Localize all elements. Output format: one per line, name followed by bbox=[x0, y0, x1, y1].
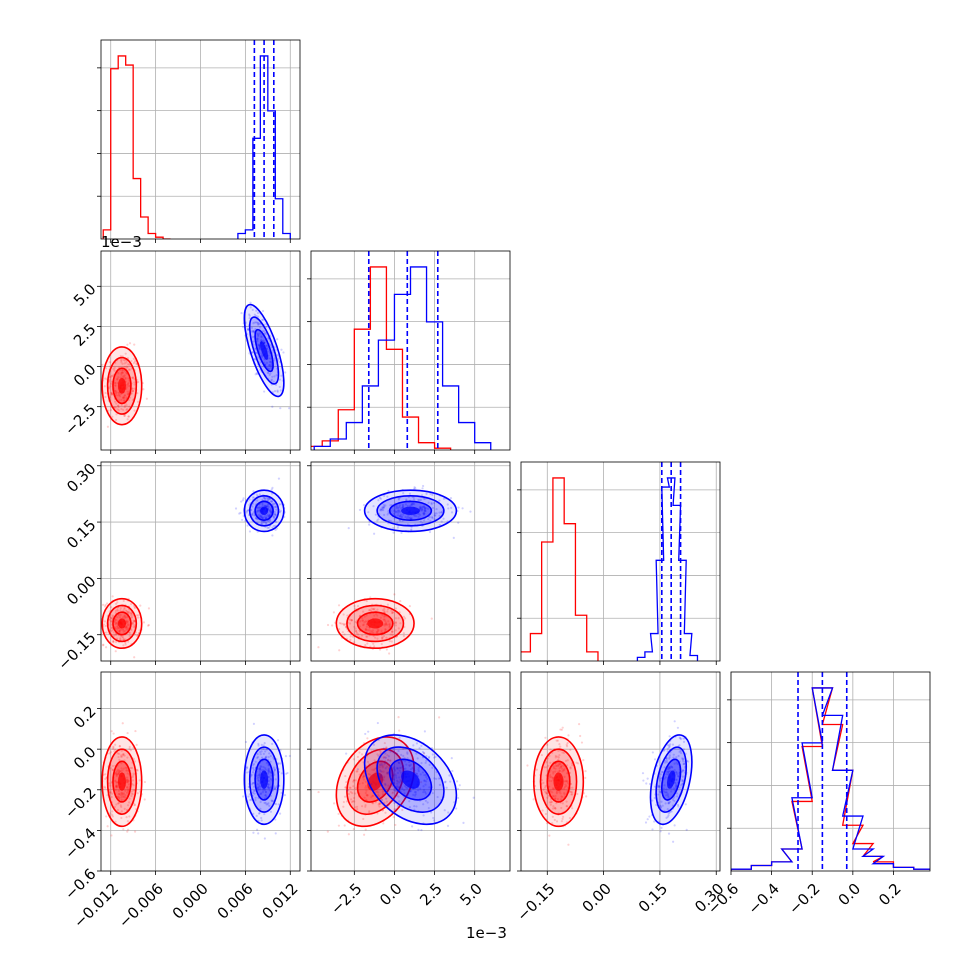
contour-0-1 bbox=[539, 748, 578, 815]
contour-1-1 bbox=[376, 746, 445, 813]
panel-3-2: −0.15 0.00 0.15 0.30 bbox=[513, 671, 728, 925]
contour-0-1 bbox=[346, 604, 405, 643]
x-tick-label: 0.0 bbox=[376, 880, 406, 910]
x-offset-label: 1e−3 bbox=[466, 924, 507, 942]
y-tick-label: 2.5 bbox=[70, 320, 100, 350]
y-tick-label: 0.30 bbox=[63, 460, 99, 496]
contour-0-1 bbox=[346, 748, 405, 815]
gridlines bbox=[521, 462, 720, 661]
panel-3-3: −0.6 −0.4 −0.2 0.0 0.2 bbox=[704, 671, 931, 918]
contour-0-0 bbox=[335, 597, 415, 650]
panel-frame bbox=[310, 461, 511, 662]
contour-0-1 bbox=[106, 748, 138, 815]
contour-0-0 bbox=[101, 346, 143, 426]
panel-frame bbox=[520, 461, 721, 662]
x-tick-label: 0.00 bbox=[579, 880, 615, 916]
panel-3-0: −0.012−0.006 0.000 0.006 0.012−0.6−0.4−0.20… bbox=[61, 671, 302, 932]
x-tick-label: 0.0 bbox=[835, 880, 865, 910]
x-tick-label: 0.012 bbox=[258, 880, 301, 923]
y-tick-label: −2.5 bbox=[61, 400, 99, 438]
hist-1-0 bbox=[237, 55, 291, 239]
hist-0-1 bbox=[311, 266, 452, 450]
contour-0-1 bbox=[106, 604, 138, 643]
panel-frame bbox=[730, 671, 931, 872]
contour-1-1 bbox=[376, 494, 445, 527]
panel-2-2 bbox=[517, 461, 721, 665]
panel-frame bbox=[520, 671, 721, 872]
x-tick-label: 5.0 bbox=[456, 880, 486, 910]
gridlines bbox=[101, 462, 300, 661]
y-tick-label: −0.2 bbox=[61, 784, 99, 822]
x-tick-label: 0.006 bbox=[214, 880, 257, 923]
contour-0-0 bbox=[101, 736, 143, 828]
contour-1-2 bbox=[254, 328, 274, 373]
hist-1-3 bbox=[731, 687, 930, 871]
y-tick-label: 5.0 bbox=[70, 280, 100, 310]
hist-1-1 bbox=[313, 266, 492, 450]
contour-1-1 bbox=[248, 316, 280, 385]
y-tick-label: −0.4 bbox=[61, 824, 99, 862]
y-tick-label: 0.00 bbox=[63, 572, 99, 608]
panel-1-1 bbox=[307, 250, 511, 454]
contour-1-2 bbox=[254, 758, 274, 801]
contour-1-1 bbox=[248, 494, 280, 527]
x-tick-label: 0.15 bbox=[635, 880, 671, 916]
contour-0-2 bbox=[112, 611, 132, 636]
contour-1-0 bbox=[243, 734, 285, 826]
contour-1-0 bbox=[363, 489, 458, 533]
contour-1-0 bbox=[243, 489, 285, 533]
hist-0-0 bbox=[102, 55, 171, 239]
x-tick-label: −0.15 bbox=[513, 880, 558, 925]
y-tick-label: −0.15 bbox=[54, 629, 99, 674]
gridlines bbox=[101, 40, 300, 239]
y-tick-label: 0.2 bbox=[70, 702, 100, 732]
contour-0-2 bbox=[112, 760, 132, 803]
panel-3-1: −2.5 0.0 2.5 5.0 bbox=[307, 671, 511, 918]
contour-1-2 bbox=[388, 758, 433, 801]
contour-1-1 bbox=[248, 746, 280, 813]
x-tick-label: −2.5 bbox=[327, 880, 365, 918]
y-tick-label: 0.0 bbox=[70, 743, 100, 773]
contour-1-0 bbox=[243, 303, 285, 398]
contour-0-2 bbox=[356, 611, 394, 636]
panel-2-0: −0.15 0.00 0.15 0.30 bbox=[54, 460, 301, 674]
x-tick-label: −0.006 bbox=[115, 880, 167, 932]
contour-0-2 bbox=[546, 760, 571, 803]
contour-1-2 bbox=[254, 500, 274, 521]
x-tick-label: 0.2 bbox=[875, 880, 905, 910]
gridlines bbox=[730, 672, 930, 871]
hist-0-2 bbox=[521, 477, 599, 661]
scatter-1 bbox=[347, 484, 472, 539]
gridlines bbox=[311, 462, 510, 661]
panel-2-1 bbox=[307, 461, 511, 665]
contour-0-0 bbox=[532, 736, 585, 828]
contour-1-2 bbox=[388, 500, 433, 521]
y-tick-label: 0.15 bbox=[63, 516, 99, 552]
y-offset-label: 1e−3 bbox=[101, 233, 142, 251]
panel-frame bbox=[310, 671, 511, 872]
contour-0-0 bbox=[101, 597, 143, 650]
panel-1-0: −2.5 0.0 2.5 5.0 bbox=[61, 250, 301, 454]
panel-0-0 bbox=[97, 39, 301, 243]
contour-1-2 bbox=[661, 758, 682, 801]
x-tick-label: −0.2 bbox=[785, 880, 823, 918]
hist-1-2 bbox=[636, 477, 699, 661]
y-tick-label: 0.0 bbox=[70, 360, 100, 390]
x-tick-label: −0.4 bbox=[744, 880, 782, 918]
contour-1-0 bbox=[649, 734, 693, 826]
contour-0-0 bbox=[335, 736, 415, 828]
contour-1-1 bbox=[655, 746, 688, 813]
contour-1-0 bbox=[363, 734, 458, 826]
x-tick-label: 0.000 bbox=[169, 880, 212, 923]
panel-frame bbox=[310, 250, 511, 451]
x-tick-label: 2.5 bbox=[416, 880, 446, 910]
contour-0-2 bbox=[112, 367, 132, 405]
contour-0-2 bbox=[356, 760, 394, 803]
contour-0-1 bbox=[106, 356, 138, 415]
